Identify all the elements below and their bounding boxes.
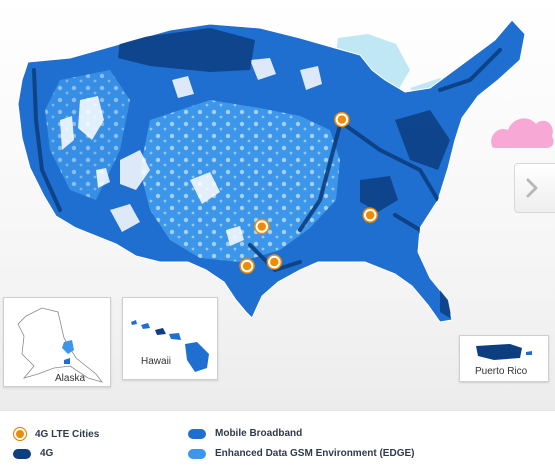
puerto-rico-label: Puerto Rico <box>475 366 528 377</box>
fourg-swatch-icon <box>13 448 31 459</box>
legend-label-lte-cities: 4G LTE Cities <box>35 428 100 440</box>
lte-city-marker-dot <box>337 115 347 124</box>
map-legend: 4G LTE Cities 4G Mobile Broadband Enhanc… <box>0 410 555 467</box>
hawaii-inset[interactable]: Hawaii <box>122 297 218 380</box>
legend-item-lte-cities: 4G LTE Cities <box>14 428 99 440</box>
alaska-label: Alaska <box>55 373 86 384</box>
legend-item-mobile-broadband: Mobile Broadband <box>188 428 302 439</box>
lte-city-marker-dot <box>242 261 252 271</box>
alaska-map <box>17 307 104 383</box>
hawaii-label: Hawaii <box>141 356 172 367</box>
hawaii-map <box>131 320 209 372</box>
alaska-inset[interactable]: Alaska <box>3 297 111 387</box>
legend-item-edge: Enhanced Data GSM Environment (EDGE) <box>188 448 414 459</box>
fourg-areas <box>118 28 452 318</box>
lte-city-marker-icon <box>14 428 26 440</box>
puerto-rico-inset[interactable]: Puerto Rico <box>459 335 549 382</box>
coverage-map: Alaska Hawaii Puerto Rico <box>0 0 555 410</box>
legend-item-4g: 4G <box>13 448 53 459</box>
lte-city-marker-dot <box>270 257 279 267</box>
lte-city-markers <box>239 111 378 274</box>
edge-swatch-icon <box>188 448 206 459</box>
us-coverage-map <box>17 19 554 323</box>
mobile-broadband-swatch-icon <box>188 428 206 439</box>
chevron-right-icon <box>526 178 538 198</box>
legend-label-mobile-broadband: Mobile Broadband <box>215 428 303 439</box>
legend-label-edge: Enhanced Data GSM Environment (EDGE) <box>215 448 415 459</box>
lte-city-marker-dot <box>365 210 375 220</box>
next-map-button[interactable] <box>514 163 555 213</box>
lte-city-marker-dot <box>257 222 267 231</box>
no-coverage-areas <box>60 58 322 246</box>
edge-region-central <box>140 100 340 262</box>
puerto-rico-map <box>476 344 532 360</box>
legend-label-4g: 4G <box>40 448 54 459</box>
cloud-icon <box>491 118 554 148</box>
